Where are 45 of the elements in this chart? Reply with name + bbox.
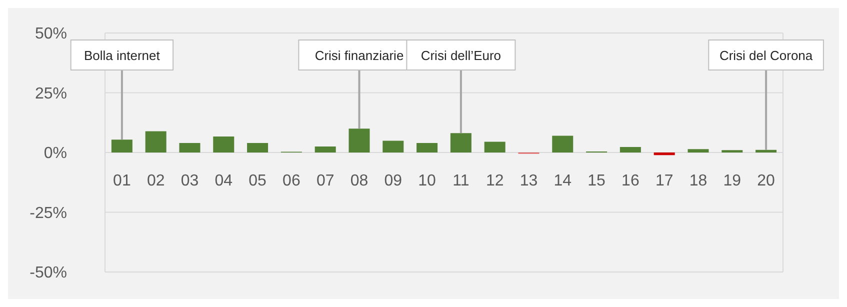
x-tick-label: 20 xyxy=(757,172,776,190)
y-tick-label: -25% xyxy=(30,204,67,222)
x-tick-label: 17 xyxy=(655,172,674,190)
y-tick-label: 0% xyxy=(44,145,67,162)
bar xyxy=(416,142,438,152)
bar xyxy=(620,147,641,152)
x-tick-label: 07 xyxy=(316,172,334,190)
x-tick-label: 08 xyxy=(350,172,368,190)
y-tick-label: 25% xyxy=(34,85,67,102)
annotation: Crisi del Corona xyxy=(719,48,814,63)
bar xyxy=(654,152,675,156)
bar xyxy=(111,140,132,152)
x-tick-label: 12 xyxy=(486,172,504,190)
bar xyxy=(348,128,370,152)
bar xyxy=(145,131,166,152)
x-tick-label: 04 xyxy=(214,172,233,190)
x-tick-label: 01 xyxy=(113,172,131,190)
x-tick-label: 02 xyxy=(146,172,165,190)
x-tick-label: 09 xyxy=(384,172,402,190)
annotation: Bolla internet xyxy=(84,48,160,63)
bar xyxy=(179,142,200,152)
bar xyxy=(247,142,268,152)
x-tick-label: 11 xyxy=(452,172,470,190)
x-tick-label: 16 xyxy=(622,172,640,190)
bar xyxy=(382,140,404,152)
x-tick-label: 05 xyxy=(248,172,267,190)
bar xyxy=(484,142,506,152)
x-tick-label: 10 xyxy=(418,172,436,190)
x-tick-label: 19 xyxy=(723,172,742,190)
bar xyxy=(314,146,336,152)
bar xyxy=(756,150,777,152)
x-tick-label: 03 xyxy=(180,172,199,190)
x-tick-label: 15 xyxy=(588,172,606,190)
x-tick-label: 18 xyxy=(689,172,708,190)
annotation: Crisi finanziarie xyxy=(314,48,404,63)
x-tick-label: 14 xyxy=(554,172,572,190)
bar xyxy=(688,149,709,152)
y-tick-label: -50% xyxy=(30,264,67,282)
bar xyxy=(213,136,234,152)
x-tick-label: 06 xyxy=(282,172,300,190)
y-tick-label: 50% xyxy=(34,26,67,43)
annotation: Crisi dell’Euro xyxy=(420,48,502,63)
x-tick-label: 13 xyxy=(520,172,538,190)
bar xyxy=(552,136,574,152)
bar xyxy=(450,133,472,152)
